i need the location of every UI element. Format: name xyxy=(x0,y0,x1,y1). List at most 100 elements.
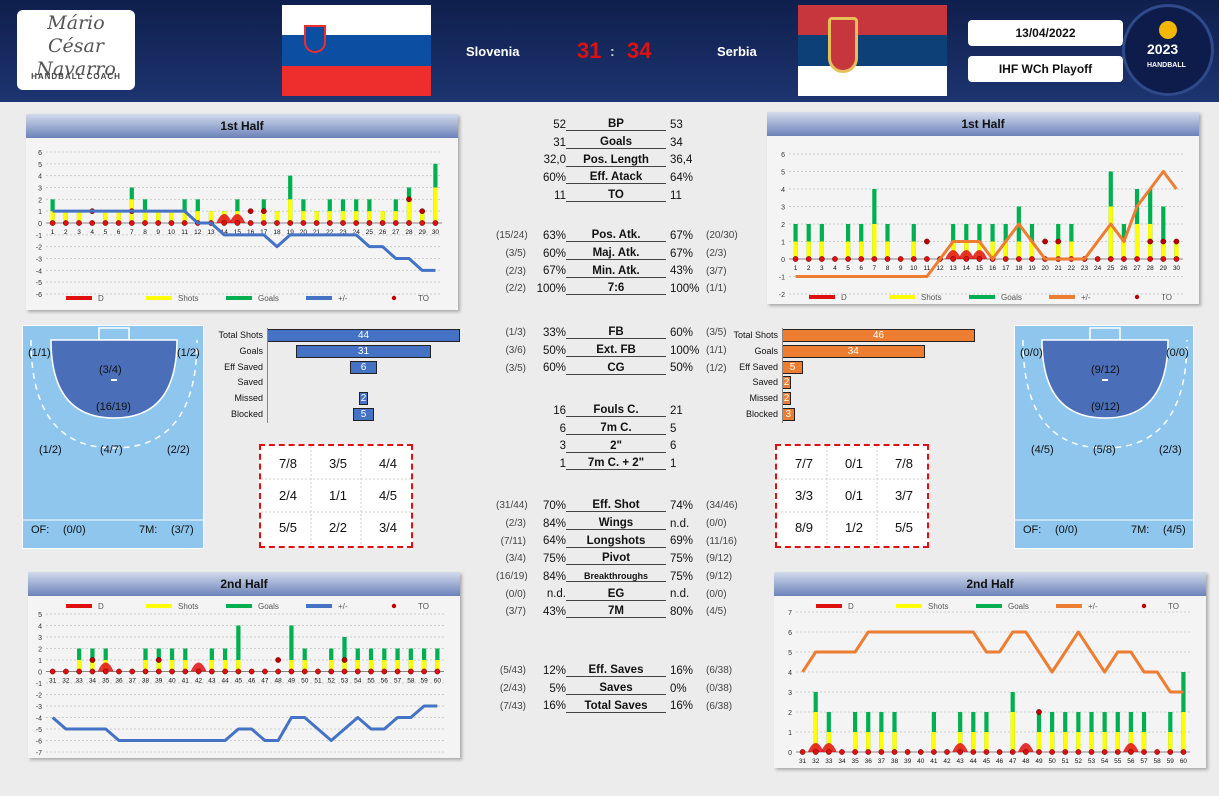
stat-home-value: 60% xyxy=(542,247,566,260)
shots-bar xyxy=(393,211,398,223)
shots-bar xyxy=(261,211,266,223)
stat-away-detail: (34/46) xyxy=(706,500,738,512)
x-tick-label: 11 xyxy=(924,265,931,272)
bar-label: Missed xyxy=(234,393,263,404)
zero-marker xyxy=(235,668,242,675)
zero-marker xyxy=(328,668,335,675)
stat-away-value: 75% xyxy=(670,552,694,565)
stat-home-detail: (16/19) xyxy=(496,571,528,583)
x-tick-label: 14 xyxy=(221,229,229,236)
stat-home-value: 6 xyxy=(559,422,566,435)
stat-home-detail: (1/3) xyxy=(505,327,526,339)
zero-marker xyxy=(845,256,851,262)
shots-bar xyxy=(142,211,148,223)
goal-zone-cell: 1/1 xyxy=(328,488,348,503)
x-tick-label: 20 xyxy=(1041,265,1049,272)
stat-row: (2/2) 100% 7:6 100% (1/1) xyxy=(496,280,742,298)
stat-home-value: n.d. xyxy=(546,588,566,601)
legend-entry: D xyxy=(66,602,104,611)
shots-bar xyxy=(314,211,319,223)
y-tick-label: 3 xyxy=(788,690,792,697)
zero-marker xyxy=(76,668,83,675)
stat-name: 7M xyxy=(566,605,666,619)
y-tick-label: 5 xyxy=(38,162,42,169)
bar: 46 xyxy=(782,329,975,342)
y-tick-label: 6 xyxy=(781,152,785,159)
zero-marker xyxy=(891,749,898,755)
zero-marker xyxy=(155,668,162,675)
zero-marker xyxy=(1075,749,1082,755)
stat-away-value: 5 xyxy=(670,422,677,435)
y-tick-label: 3 xyxy=(781,205,785,212)
home-7m-label: 7M: xyxy=(139,524,158,536)
bar-label: Goals xyxy=(754,345,778,356)
x-tick-label: 6 xyxy=(117,229,121,236)
goals-bar xyxy=(235,199,240,223)
stat-name: Pos. Length xyxy=(566,154,666,167)
y-tick-label: -2 xyxy=(36,245,42,252)
shots-bar xyxy=(1056,241,1061,259)
zero-marker xyxy=(1029,256,1035,262)
zero-marker xyxy=(116,668,122,675)
zero-marker xyxy=(963,256,970,262)
zero-marker xyxy=(852,749,858,755)
stat-row: (3/4) 75% Pivot 75% (9/12) xyxy=(496,550,742,568)
zero-marker xyxy=(1141,749,1147,755)
stat-row: 3 2" 6 xyxy=(496,437,742,455)
y-tick-label: -7 xyxy=(36,750,42,757)
x-tick-label: 59 xyxy=(1167,758,1175,765)
zero-marker xyxy=(381,668,388,675)
x-tick-label: 57 xyxy=(394,678,402,685)
y-tick-label: 6 xyxy=(38,150,42,157)
x-tick-label: 45 xyxy=(983,758,991,765)
turnover-marker xyxy=(1173,238,1180,245)
stat-away-detail: (6/38) xyxy=(706,665,733,677)
zero-marker xyxy=(1101,749,1108,755)
shots-bar xyxy=(826,732,831,752)
shots-bar xyxy=(1010,712,1015,752)
stat-away-value: 16% xyxy=(670,700,694,713)
zero-marker xyxy=(115,220,122,226)
zero-marker xyxy=(924,256,930,262)
stat-away-value: 60% xyxy=(670,326,694,339)
zero-marker xyxy=(155,220,162,226)
shots-bar xyxy=(342,660,347,672)
goals-bar xyxy=(327,199,332,223)
stat-away-value: 64% xyxy=(670,171,694,184)
zero-marker xyxy=(128,220,135,226)
away-nine-meter: (9/12) xyxy=(1091,401,1120,413)
legend-entry: Shots xyxy=(146,294,198,303)
turnover-marker xyxy=(406,196,412,203)
defense-area xyxy=(229,214,246,223)
zero-marker xyxy=(234,220,241,226)
x-tick-label: 28 xyxy=(1147,265,1155,272)
stat-name: CG xyxy=(566,362,666,375)
y-tick-label: 6 xyxy=(788,630,792,637)
bar-axis xyxy=(782,328,783,423)
y-tick-label: 3 xyxy=(38,186,42,193)
defense-area xyxy=(958,250,975,259)
shots-bar xyxy=(116,211,121,223)
shots-bar xyxy=(355,660,360,672)
stat-away-value: 16% xyxy=(670,664,694,677)
x-tick-label: 24 xyxy=(353,229,361,236)
x-tick-label: 51 xyxy=(314,678,322,685)
zero-marker xyxy=(904,749,911,755)
zero-marker xyxy=(1107,256,1114,262)
x-tick-label: 23 xyxy=(1081,265,1089,272)
stat-name: Eff. Saves xyxy=(566,664,666,678)
x-tick-label: 30 xyxy=(432,229,440,236)
goals-bar xyxy=(195,199,200,223)
zero-marker xyxy=(871,256,878,262)
bar-label: Blocked xyxy=(230,409,263,419)
home-long-right: (2/2) xyxy=(167,444,190,456)
stat-row: (3/5) 60% CG 50% (1/2) xyxy=(496,359,742,377)
stat-name: BP xyxy=(566,118,666,132)
zero-marker xyxy=(805,256,812,262)
x-tick-label: 22 xyxy=(1068,265,1076,272)
stat-home-value: 84% xyxy=(542,570,566,583)
stats-block-saves: (5/43) 12% Eff. Saves 16% (6/38) (2/43) 5% Save… xyxy=(496,662,742,715)
stat-home-detail: (31/44) xyxy=(496,500,528,512)
